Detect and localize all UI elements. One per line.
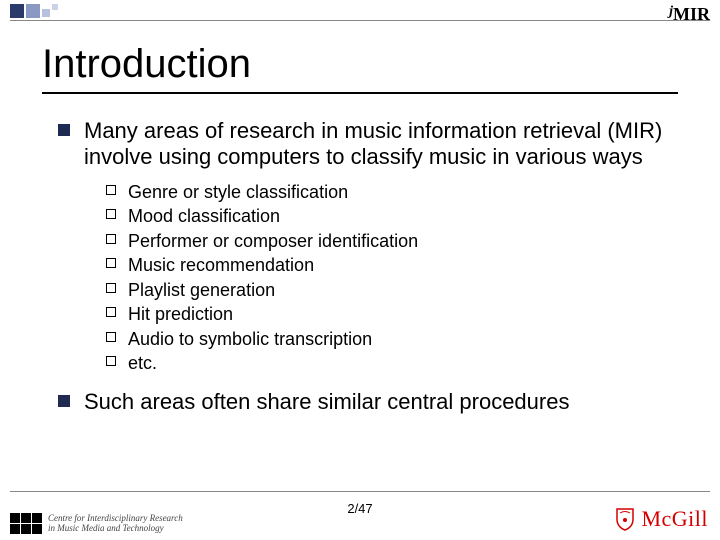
cirmmt-line2: in Music Media and Technology <box>48 524 183 533</box>
bullet-level2: Mood classification <box>106 205 670 228</box>
decor-square <box>10 4 24 18</box>
bullet-level2: etc. <box>106 352 670 375</box>
bullet-text: Many areas of research in music informat… <box>84 118 670 171</box>
jmir-logo-text: MIR <box>673 4 710 24</box>
decor-square <box>26 4 40 18</box>
bullet-text: Performer or composer identification <box>128 230 418 253</box>
hollow-square-bullet-icon <box>106 258 116 268</box>
header-rule <box>10 20 710 21</box>
bullet-level2: Performer or composer identification <box>106 230 670 253</box>
decor-square <box>42 9 50 17</box>
hollow-square-bullet-icon <box>106 234 116 244</box>
slide-body: Many areas of research in music informat… <box>58 118 670 425</box>
bullet-level2: Music recommendation <box>106 254 670 277</box>
bullet-text: Playlist generation <box>128 279 275 302</box>
hollow-square-bullet-icon <box>106 356 116 366</box>
header-decor <box>0 4 260 24</box>
bullet-text: Music recommendation <box>128 254 314 277</box>
hollow-square-bullet-icon <box>106 209 116 219</box>
mcgill-shield-icon <box>615 507 635 531</box>
cirmmt-text: Centre for Interdisciplinary Research in… <box>48 514 183 533</box>
slide: jMIR Introduction Many areas of research… <box>0 0 720 540</box>
jmir-logo: jMIR <box>669 4 710 25</box>
mcgill-wordmark: McGill <box>641 506 708 532</box>
bullet-level2-list: Genre or style classification Mood class… <box>106 181 670 375</box>
hollow-square-bullet-icon <box>106 307 116 317</box>
mcgill-logo: McGill <box>615 506 708 532</box>
hollow-square-bullet-icon <box>106 332 116 342</box>
bullet-text: Such areas often share similar central p… <box>84 389 569 415</box>
bullet-level2: Playlist generation <box>106 279 670 302</box>
hollow-square-bullet-icon <box>106 283 116 293</box>
bullet-level2: Audio to symbolic transcription <box>106 328 670 351</box>
bullet-level2: Hit prediction <box>106 303 670 326</box>
bullet-level2: Genre or style classification <box>106 181 670 204</box>
bullet-level1: Many areas of research in music informat… <box>58 118 670 171</box>
bullet-text: Genre or style classification <box>128 181 348 204</box>
bullet-level1: Such areas often share similar central p… <box>58 389 670 415</box>
title-underline <box>42 92 678 94</box>
bullet-text: etc. <box>128 352 157 375</box>
bullet-text: Mood classification <box>128 205 280 228</box>
square-bullet-icon <box>58 124 70 136</box>
cirmmt-logo: Centre for Interdisciplinary Research in… <box>10 513 183 534</box>
hollow-square-bullet-icon <box>106 185 116 195</box>
square-bullet-icon <box>58 395 70 407</box>
bullet-text: Hit prediction <box>128 303 233 326</box>
slide-title: Introduction <box>42 42 251 87</box>
slide-footer: 2/47 Centre for Interdisciplinary Resear… <box>0 492 720 540</box>
decor-square <box>52 4 58 10</box>
bullet-text: Audio to symbolic transcription <box>128 328 372 351</box>
cirmmt-grid-icon <box>10 513 42 534</box>
